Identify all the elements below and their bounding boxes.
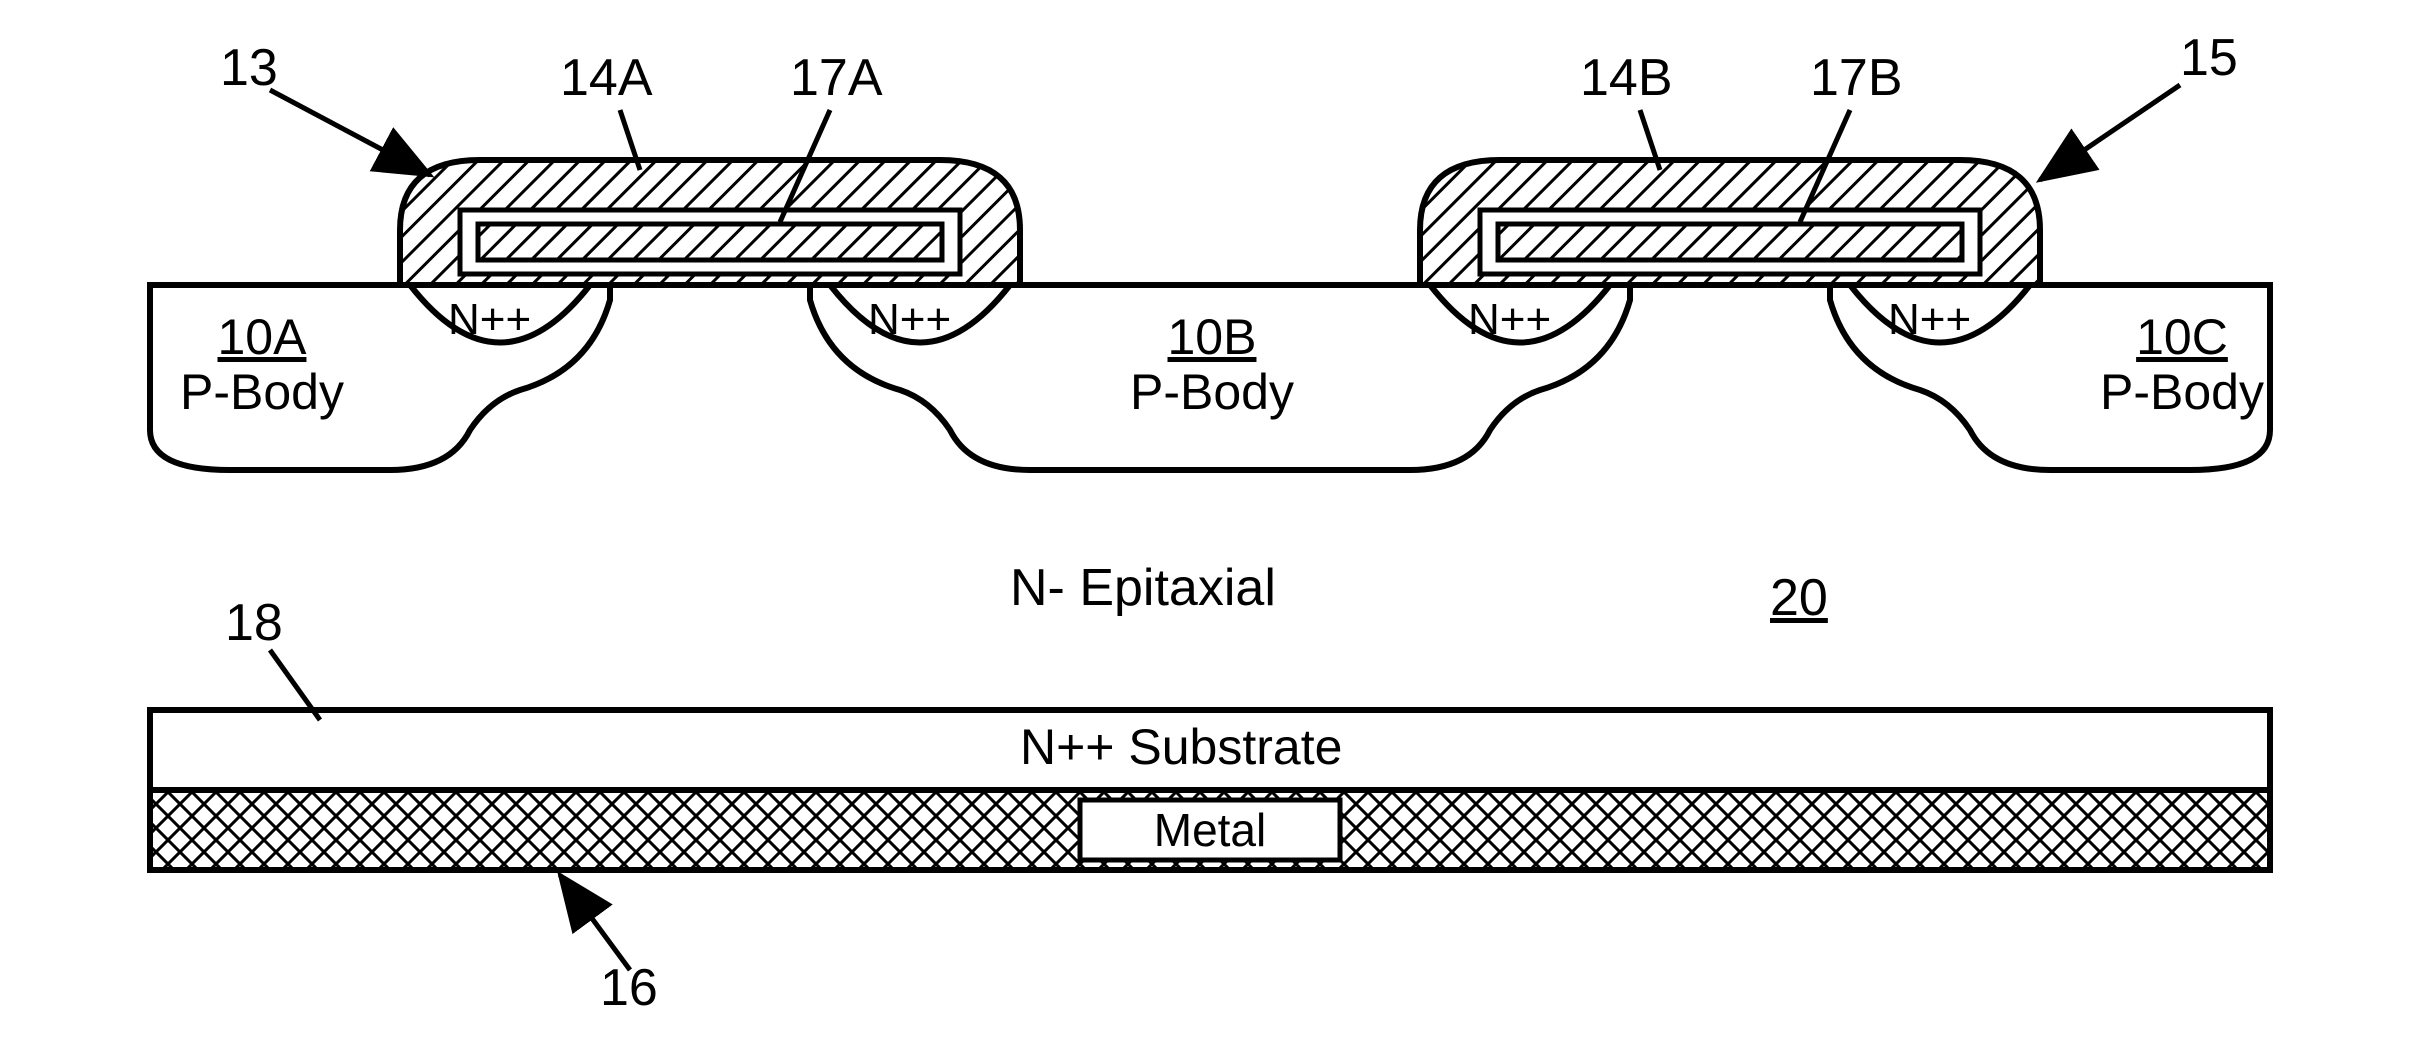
callout-18: 18 [225, 595, 283, 652]
substrate-label: N++ Substrate [1020, 720, 1342, 775]
pbody-b-labels: 10B P-Body [1130, 310, 1294, 420]
npp-r1-label: N++ [448, 296, 531, 344]
pbody-b-text: P-Body [1130, 365, 1294, 420]
gate-b [1420, 160, 2040, 285]
diagram-root: 13 14A 17A 14B 17B 15 N++ N++ N++ N++ 10… [0, 0, 2414, 1043]
pbody-c-text: P-Body [2100, 365, 2264, 420]
gate-b-electrode [1498, 224, 1962, 260]
metal-label: Metal [1100, 805, 1320, 856]
pbody-c-labels: 10C P-Body [2100, 310, 2264, 420]
callout-16: 16 [600, 960, 658, 1017]
epi-label: N- Epitaxial [1010, 560, 1276, 617]
callout-20: 20 [1770, 570, 1828, 627]
npp-r3-label: N++ [1468, 296, 1551, 344]
npp-r2-label: N++ [868, 296, 951, 344]
callout-14a: 14A [560, 50, 653, 107]
callout-14b: 14B [1580, 50, 1673, 107]
pbody-a-labels: 10A P-Body [180, 310, 344, 420]
pbody-b-id: 10B [1130, 310, 1294, 365]
pbody-a-id: 10A [180, 310, 344, 365]
diagram-svg [0, 0, 2414, 1043]
gate-a-electrode [478, 224, 942, 260]
npp-r4-label: N++ [1888, 296, 1971, 344]
pbody-a-text: P-Body [180, 365, 344, 420]
callout-15: 15 [2180, 30, 2238, 87]
pbody-c-id: 10C [2100, 310, 2264, 365]
callout-13: 13 [220, 40, 278, 97]
callout-17a: 17A [790, 50, 883, 107]
callout-17b: 17B [1810, 50, 1903, 107]
gate-a [400, 160, 1020, 285]
